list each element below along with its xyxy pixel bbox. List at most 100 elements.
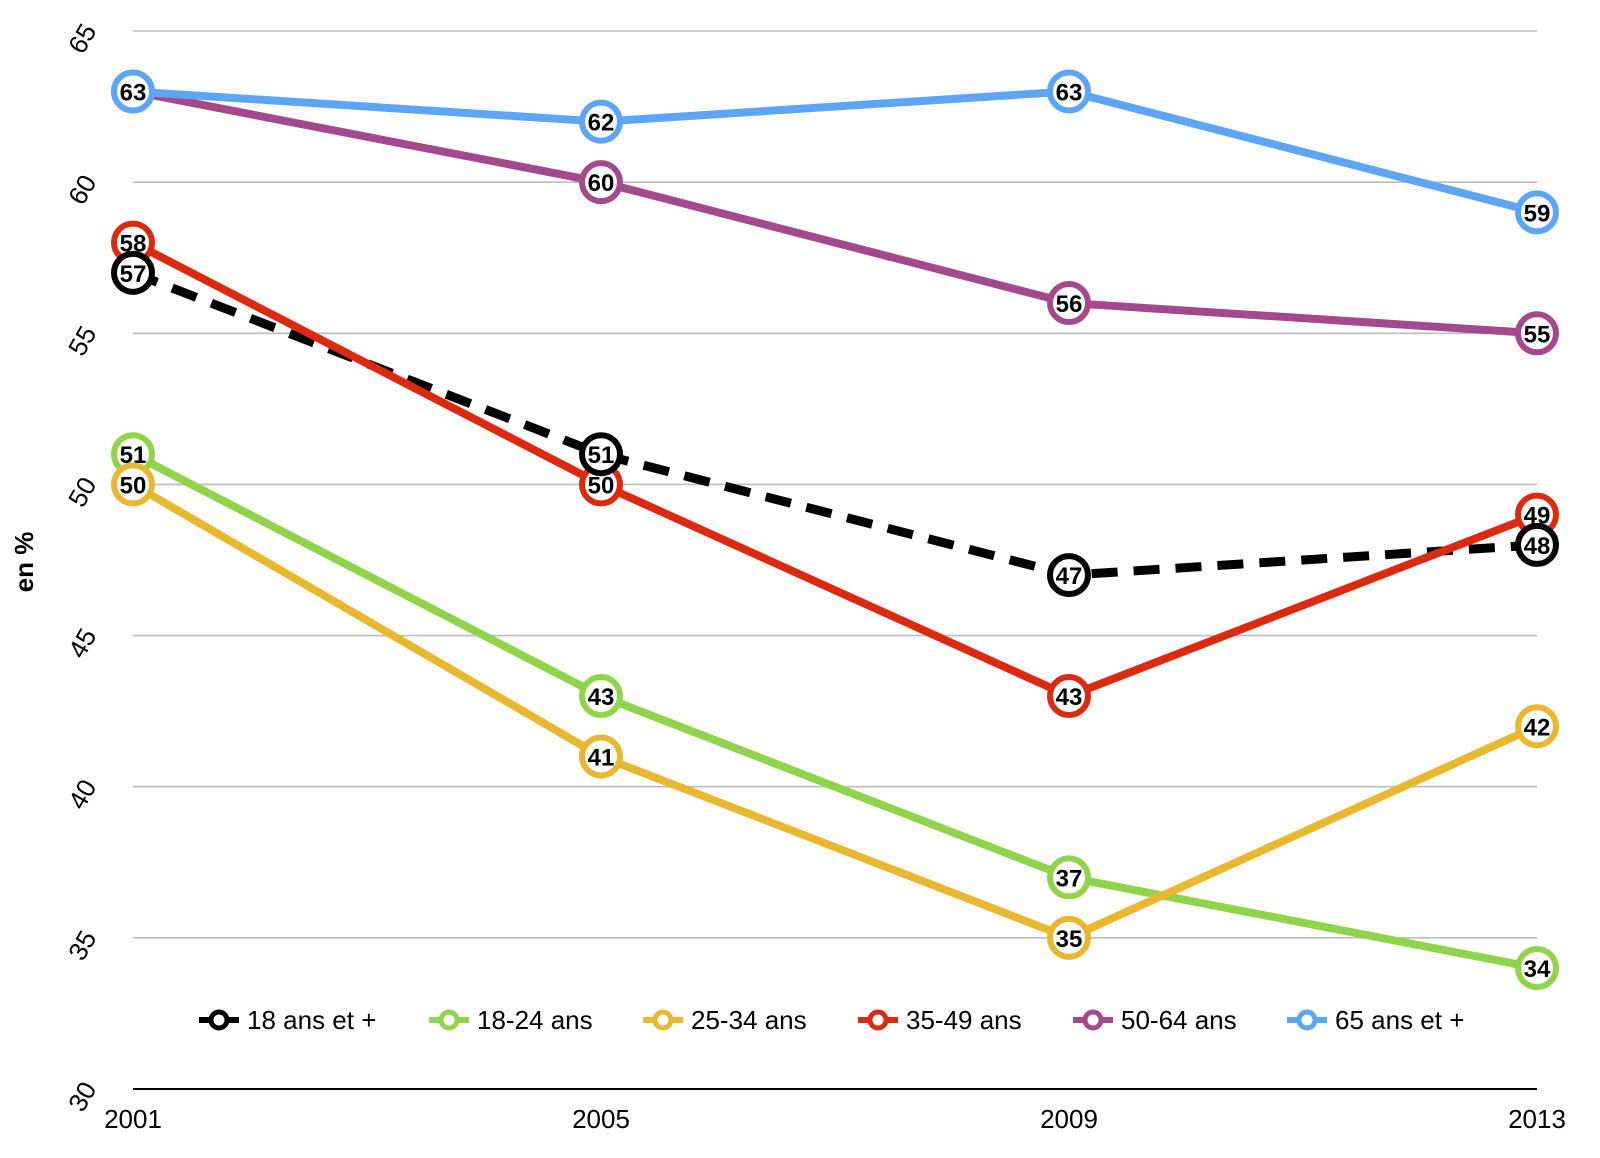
legend-label: 65 ans et + [1335, 1005, 1464, 1035]
legend-item: 18 ans et + [199, 1005, 376, 1035]
y-tick-label: 30 [62, 1076, 102, 1116]
data-point: 41 [579, 734, 623, 779]
legend-marker [438, 1009, 460, 1031]
data-label: 60 [588, 170, 615, 197]
data-label: 51 [588, 442, 615, 469]
data-label: 50 [120, 472, 147, 499]
data-label: 63 [120, 79, 147, 106]
data-point: 43 [1047, 674, 1091, 719]
data-point-marker [1515, 946, 1559, 991]
y-tick-label: 35 [62, 925, 102, 965]
y-tick-label: 45 [62, 623, 102, 663]
series-line-3 [130, 480, 1539, 942]
data-point: 42 [1515, 704, 1559, 749]
x-tick-label: 2013 [1508, 1104, 1566, 1134]
data-point-marker [579, 432, 623, 477]
y-tick-label: 60 [62, 170, 102, 210]
data-point-marker [1047, 281, 1091, 326]
data-label: 34 [1524, 956, 1551, 983]
legend-item: 50-64 ans [1073, 1005, 1237, 1035]
data-point: 37 [1047, 855, 1091, 900]
series-line-1 [131, 268, 1538, 580]
legend-item: 65 ans et + [1287, 1005, 1464, 1035]
series-line-6 [132, 87, 1539, 217]
data-label: 48 [1524, 533, 1551, 560]
data-label: 35 [1056, 926, 1083, 953]
data-point: 62 [579, 99, 623, 144]
series-group: 5143373450413542636056556362635958504349… [111, 69, 1559, 991]
series-line-5 [132, 87, 1538, 338]
data-point: 49 [1515, 492, 1559, 537]
x-tick-label: 2001 [104, 1104, 162, 1134]
legend-item: 25-34 ans [643, 1005, 807, 1035]
data-point-marker [1047, 674, 1091, 719]
legend: 18 ans et + 18-24 ans 25-34 ans 35-49 ans 50… [199, 1005, 1464, 1035]
data-point: 50 [111, 462, 155, 507]
data-point: 43 [579, 674, 623, 719]
data-label: 47 [1056, 563, 1083, 590]
data-point: 35 [1047, 915, 1091, 960]
data-point-marker [579, 734, 623, 779]
grid-lines [133, 30, 1537, 1090]
data-point: 60 [579, 160, 623, 205]
data-point-marker [1047, 915, 1091, 960]
data-label: 42 [1524, 714, 1551, 741]
legend-item: 35-49 ans [858, 1005, 1022, 1035]
data-point-marker [1047, 553, 1091, 598]
data-point: 47 [1047, 553, 1091, 598]
y-tick-label: 50 [62, 472, 102, 512]
y-axis-label: en % [9, 532, 39, 593]
data-point-marker [1515, 704, 1559, 749]
x-axis-ticks: 2001 2005 2009 2013 [104, 1104, 1566, 1134]
data-label: 57 [120, 261, 147, 288]
y-tick-label: 65 [62, 18, 102, 58]
data-point-marker [579, 674, 623, 719]
series-line-4 [131, 239, 1539, 701]
x-tick-label: 2005 [572, 1104, 630, 1134]
y-tick-label: 40 [62, 774, 102, 814]
data-point: 63 [1047, 69, 1091, 114]
data-point-marker [111, 250, 155, 295]
data-label: 59 [1524, 200, 1551, 227]
data-point-marker [1047, 855, 1091, 900]
data-label: 50 [588, 472, 615, 499]
data-point-marker [1047, 69, 1091, 114]
data-point: 51 [579, 432, 623, 477]
legend-label: 18 ans et + [247, 1005, 376, 1035]
y-axis-ticks: 30 35 40 45 50 55 60 65 [62, 18, 102, 1116]
series-lines [130, 87, 1539, 973]
data-label: 55 [1524, 321, 1551, 348]
data-point: 48 [1515, 522, 1559, 567]
series-markers: 5143373450413542636056556362635958504349… [111, 69, 1559, 991]
data-point-marker [579, 160, 623, 205]
legend-label: 50-64 ans [1121, 1005, 1237, 1035]
legend-marker [867, 1009, 889, 1031]
legend-label: 25-34 ans [691, 1005, 807, 1035]
data-point-marker [1515, 311, 1559, 356]
data-label: 63 [1056, 79, 1083, 106]
data-label: 43 [588, 684, 615, 711]
data-point: 63 [111, 69, 155, 114]
x-tick-label: 2009 [1040, 1104, 1098, 1134]
data-point: 56 [1047, 281, 1091, 326]
data-label: 62 [588, 110, 615, 137]
y-tick-label: 55 [62, 321, 102, 361]
data-point-marker [1515, 190, 1559, 235]
data-point: 57 [111, 250, 155, 295]
legend-marker [208, 1009, 230, 1031]
data-point: 55 [1515, 311, 1559, 356]
data-point: 34 [1515, 946, 1559, 991]
legend-label: 35-49 ans [906, 1005, 1022, 1035]
legend-marker [652, 1009, 674, 1031]
data-label: 37 [1056, 865, 1083, 892]
series-line-2 [131, 450, 1538, 973]
legend-marker [1082, 1009, 1104, 1031]
data-label: 56 [1056, 291, 1083, 318]
data-point-marker [1515, 522, 1559, 567]
data-point-marker [579, 99, 623, 144]
legend-item: 18-24 ans [429, 1005, 593, 1035]
data-point-marker [111, 462, 155, 507]
legend-label: 18-24 ans [477, 1005, 593, 1035]
data-point-marker [111, 69, 155, 114]
